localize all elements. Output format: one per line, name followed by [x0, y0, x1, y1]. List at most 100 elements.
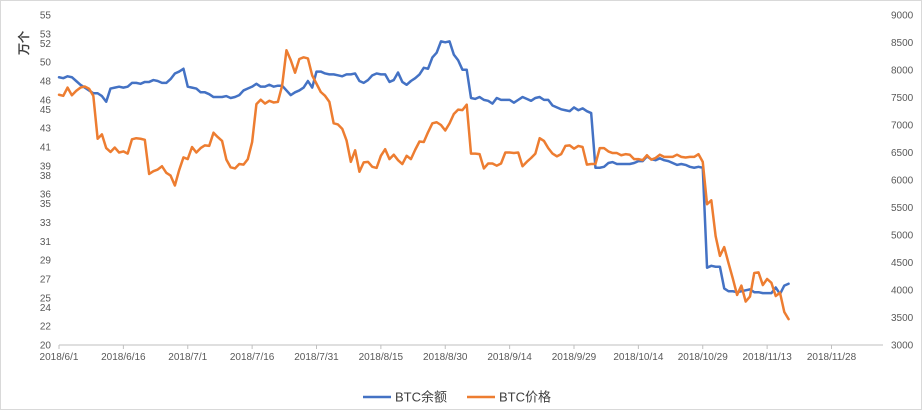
- right-tick-label: 8000: [891, 66, 914, 77]
- btc-price-point: [603, 147, 605, 149]
- x-tick-label: 2018/6/16: [101, 352, 146, 363]
- series-layer: [57, 40, 790, 321]
- left-tick-label: 53: [40, 29, 52, 40]
- btc-price-point: [521, 165, 524, 167]
- btc-balance-point: [208, 93, 210, 95]
- right-tick-label: 6500: [891, 148, 914, 159]
- btc-balance-point: [787, 283, 790, 285]
- btc-price-point: [161, 165, 163, 167]
- btc-price-point: [715, 235, 717, 237]
- btc-balance-point: [757, 291, 760, 293]
- btc-price-point: [71, 94, 73, 96]
- btc-price-point: [702, 161, 704, 163]
- btc-price-point: [397, 159, 399, 161]
- btc-price-point: [101, 133, 103, 135]
- btc-price-point: [75, 90, 77, 92]
- btc-price-point: [242, 164, 245, 166]
- btc-price-point: [723, 246, 725, 248]
- btc-balance-point: [131, 82, 133, 84]
- btc-balance-point: [423, 67, 425, 69]
- btc-price-point: [92, 95, 94, 97]
- btc-balance-point: [225, 95, 227, 97]
- right-tick-label: 6000: [891, 176, 914, 187]
- btc-price-point: [710, 199, 712, 201]
- left-tick-label: 36: [40, 190, 52, 201]
- btc-balance-point: [122, 87, 124, 89]
- btc-price-point: [757, 271, 760, 273]
- x-axis-ticks: 2018/6/1 2018/6/16 2018/7/1 2018/7/16 2018/7…: [40, 345, 857, 363]
- btc-balance-point: [732, 290, 734, 292]
- right-tick-label: 4000: [891, 286, 914, 297]
- btc-balance-point: [264, 86, 266, 88]
- btc-balance-point: [762, 292, 764, 294]
- btc-balance-point: [491, 103, 494, 105]
- x-tick-label: 2018/7/31: [294, 352, 339, 363]
- btc-price-point: [294, 72, 296, 74]
- btc-balance-point: [431, 56, 433, 59]
- btc-balance-point: [427, 68, 429, 70]
- btc-balance-point: [556, 106, 558, 108]
- btc-balance-point: [672, 162, 674, 164]
- btc-balance-point: [341, 75, 343, 77]
- btc-price-point: [594, 163, 597, 165]
- btc-price-point: [564, 145, 567, 147]
- left-tick-label: 48: [40, 77, 52, 88]
- btc-price-point: [182, 156, 185, 159]
- legend: BTC余额 BTC价格: [363, 390, 551, 405]
- btc-balance-point: [723, 287, 725, 290]
- btc-balance-point: [590, 112, 592, 114]
- btc-price-point: [642, 159, 644, 161]
- btc-balance-point: [509, 99, 511, 101]
- btc-balance-point: [200, 91, 202, 93]
- btc-balance-point: [612, 161, 614, 163]
- btc-price-point: [440, 124, 442, 126]
- btc-balance-point: [298, 89, 300, 92]
- left-tick-label: 20: [40, 341, 52, 352]
- x-tick-label: 2018/8/15: [359, 352, 404, 363]
- x-tick-label: 2018/11/13: [742, 352, 792, 363]
- btc-price-point: [684, 156, 687, 159]
- btc-balance-point: [187, 86, 189, 88]
- right-tick-label: 9000: [891, 11, 914, 22]
- btc-balance-point: [127, 86, 129, 88]
- btc-balance-point: [204, 91, 206, 93]
- btc-price-point: [740, 285, 742, 287]
- btc-price-point: [509, 151, 511, 154]
- btc-price-point: [719, 255, 721, 257]
- btc-price-point: [436, 121, 438, 123]
- btc-price-point: [208, 145, 210, 147]
- left-axis-title: 万个: [16, 30, 31, 56]
- btc-price-line: [57, 48, 790, 321]
- btc-price-point: [79, 87, 82, 89]
- btc-price-point: [633, 158, 635, 160]
- btc-price-point: [337, 123, 339, 126]
- btc-price-point: [109, 151, 112, 153]
- btc-price-point: [195, 151, 197, 154]
- btc-balance-point: [97, 92, 99, 94]
- btc-price-point: [779, 292, 781, 294]
- btc-balance-point: [191, 87, 193, 89]
- btc-balance-point: [616, 163, 618, 165]
- x-tick-label: 2018/8/30: [423, 352, 468, 363]
- btc-price-point: [560, 153, 562, 155]
- btc-price-point: [127, 153, 129, 155]
- btc-balance-point: [706, 267, 708, 269]
- legend-label-btc-balance: BTC余额: [395, 390, 447, 405]
- btc-balance-point: [238, 94, 240, 96]
- btc-balance-point: [581, 107, 584, 109]
- btc-balance-point: [242, 89, 245, 92]
- btc-price-point: [298, 58, 300, 60]
- btc-balance-point: [654, 159, 657, 161]
- btc-price-point: [787, 318, 790, 320]
- btc-price-point: [491, 162, 494, 165]
- btc-balance-point: [118, 86, 120, 88]
- btc-balance-point: [333, 73, 335, 75]
- btc-price-point: [277, 101, 279, 103]
- btc-price-point: [470, 153, 472, 155]
- btc-price-point: [401, 163, 403, 165]
- btc-balance-point: [624, 163, 627, 165]
- btc-price-point: [212, 132, 215, 134]
- btc-price-point: [354, 149, 356, 151]
- btc-price-point: [251, 141, 253, 143]
- btc-price-point: [706, 203, 708, 205]
